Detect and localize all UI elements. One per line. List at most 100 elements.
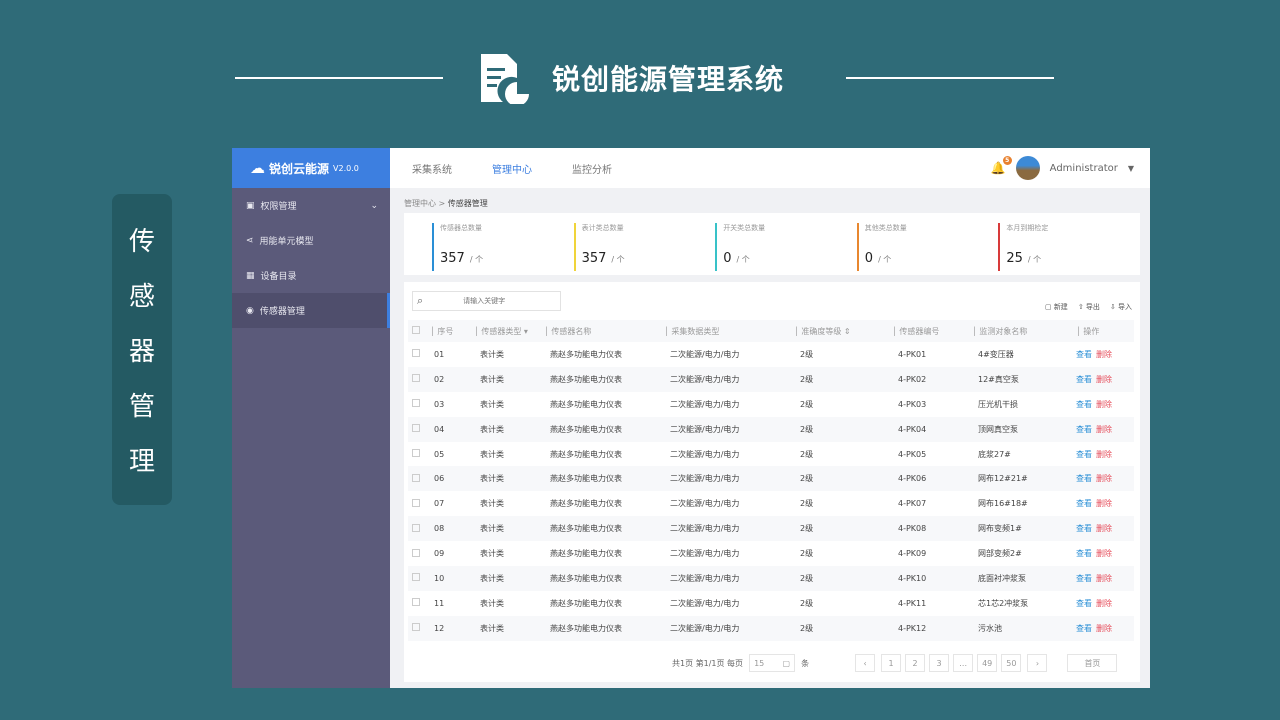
page-button[interactable]: 3 xyxy=(929,654,950,672)
tab[interactable]: 监控分析 xyxy=(572,164,612,176)
column-header[interactable]: │ 准确度等级 ⇕ xyxy=(794,320,892,342)
page-button[interactable]: 49 xyxy=(977,654,998,672)
user-name[interactable]: Administrator xyxy=(1049,162,1118,174)
table-cell: 11 xyxy=(434,598,445,608)
bell-icon[interactable]: 🔔 5 xyxy=(991,156,1012,175)
table-cell: 压光机干损 xyxy=(978,399,1018,409)
page-button[interactable]: 50 xyxy=(1001,654,1022,672)
row-checkbox[interactable] xyxy=(412,449,420,457)
table-cell: 4-PK02 xyxy=(892,366,972,392)
delete-link[interactable]: 删除 xyxy=(1096,449,1112,459)
table-row: 08 表计类 燕赵多功能电力仪表 二次能源/电力/电力 2级 4-PK08 网布变频1# 查看… xyxy=(408,516,1134,542)
column-header[interactable]: │ 传感器类型 ▾ xyxy=(474,320,544,342)
table-cell: 燕赵多功能电力仪表 xyxy=(550,499,622,509)
row-checkbox[interactable] xyxy=(412,623,420,632)
topbar: 采集系统 管理中心 监控分析 🔔 5 Administrator ▼ xyxy=(390,148,1150,188)
table-cell: 芯1芯2冲浆泵 xyxy=(978,598,1029,608)
view-link[interactable]: 查看 xyxy=(1076,474,1092,484)
list-icon: ▦ xyxy=(246,270,255,281)
row-checkbox[interactable] xyxy=(412,399,420,408)
avatar[interactable] xyxy=(1015,156,1040,180)
row-checkbox[interactable] xyxy=(412,349,420,358)
view-link[interactable]: 查看 xyxy=(1076,449,1092,459)
table-cell: 2级 xyxy=(794,416,892,442)
chevron-down-icon[interactable]: ⌄ xyxy=(370,200,378,211)
new-button[interactable]: ▢ 新建 xyxy=(1044,303,1068,311)
table-cell: 燕赵多功能电力仪表 xyxy=(550,349,622,359)
row-checkbox[interactable] xyxy=(412,424,420,433)
row-checkbox[interactable] xyxy=(412,548,420,557)
caret-down-icon[interactable]: ▼ xyxy=(1127,163,1134,173)
view-link[interactable]: 查看 xyxy=(1076,573,1092,583)
delete-link[interactable]: 删除 xyxy=(1096,474,1112,484)
sidebar-item[interactable]: ▣ 权限管理 ⌄ xyxy=(246,200,378,213)
sidebar-item[interactable]: ◉ 传感器管理 xyxy=(232,293,390,328)
delete-link[interactable]: 删除 xyxy=(1096,374,1112,384)
table-cell: 燕赵多功能电力仪表 xyxy=(550,449,622,459)
view-link[interactable]: 查看 xyxy=(1076,424,1092,434)
table-cell: 08 xyxy=(430,516,474,542)
view-link[interactable]: 查看 xyxy=(1076,374,1092,384)
column-header: │ 采集数据类型 xyxy=(664,320,794,342)
table-cell: 4-PK05 xyxy=(898,449,927,459)
page-button[interactable]: 2 xyxy=(905,654,926,672)
search-input[interactable] xyxy=(463,297,554,305)
column-header: │ 监测对象名称 xyxy=(972,320,1076,342)
row-checkbox[interactable] xyxy=(412,598,420,607)
sidebar-item[interactable]: ▦ 设备目录 xyxy=(246,270,297,283)
view-link[interactable]: 查看 xyxy=(1076,499,1092,509)
delete-link[interactable]: 删除 xyxy=(1096,499,1112,509)
table-row: 10 表计类 燕赵多功能电力仪表 二次能源/电力/电力 2级 4-PK10 底面衬冲浆泵 查看… xyxy=(408,566,1134,591)
table-cell: 表计类 xyxy=(474,566,544,591)
row-checkbox[interactable] xyxy=(412,523,420,532)
table-cell: 表计类 xyxy=(474,416,544,442)
table-cell: 底浆27# xyxy=(978,449,1011,459)
share-nodes-icon: ⋖ xyxy=(246,235,254,246)
view-link[interactable]: 查看 xyxy=(1076,524,1092,534)
delete-link[interactable]: 删除 xyxy=(1096,598,1112,608)
tab[interactable]: 采集系统 xyxy=(412,164,452,176)
row-checkbox[interactable] xyxy=(412,473,420,482)
view-link[interactable]: 查看 xyxy=(1076,349,1092,359)
sidebar-item[interactable]: ⋖ 用能单元模型 xyxy=(246,235,314,248)
tab[interactable]: 管理中心 xyxy=(492,164,532,176)
side-label-char: 感 xyxy=(128,282,155,312)
delete-link[interactable]: 删除 xyxy=(1096,549,1112,559)
page-size-select[interactable]: 15 ▢ xyxy=(749,654,796,672)
delete-link[interactable]: 删除 xyxy=(1096,424,1112,434)
page-button[interactable]: 1 xyxy=(881,654,902,672)
prev-page-button[interactable]: ‹ xyxy=(855,654,876,672)
table-cell: 表计类 xyxy=(474,615,544,641)
delete-link[interactable]: 删除 xyxy=(1096,573,1112,583)
select-all-checkbox[interactable] xyxy=(412,326,420,334)
delete-link[interactable]: 删除 xyxy=(1096,623,1112,633)
row-checkbox[interactable] xyxy=(412,498,420,507)
delete-link[interactable]: 删除 xyxy=(1096,399,1112,409)
page-button: … xyxy=(953,654,974,672)
next-page-button[interactable]: › xyxy=(1027,654,1048,672)
view-link[interactable]: 查看 xyxy=(1076,549,1092,559)
view-link[interactable]: 查看 xyxy=(1076,623,1092,633)
search-box[interactable]: ⌕ xyxy=(412,291,561,311)
table-cell: 污水池 xyxy=(972,615,1076,641)
delete-link[interactable]: 删除 xyxy=(1096,524,1112,534)
row-checkbox[interactable] xyxy=(412,573,420,582)
table-cell: 网布12#21# xyxy=(972,466,1076,492)
first-page-button[interactable]: 首页 xyxy=(1067,654,1118,672)
delete-link[interactable]: 删除 xyxy=(1096,349,1112,359)
import-button[interactable]: ⇩ 导入 xyxy=(1109,303,1132,311)
table-cell: 燕赵多功能电力仪表 xyxy=(550,399,622,409)
table-row: 12 表计类 燕赵多功能电力仪表 二次能源/电力/电力 2级 4-PK12 污水池 查看 删除 xyxy=(408,615,1134,641)
table-row: 11 表计类 燕赵多功能电力仪表 二次能源/电力/电力 2级 4-PK11 芯1芯2冲浆泵 查… xyxy=(408,591,1134,616)
table-cell: 二次能源/电力/电力 xyxy=(670,598,740,608)
row-checkbox[interactable] xyxy=(412,374,420,383)
export-button[interactable]: ⇧ 导出 xyxy=(1077,303,1100,311)
table-cell: 二次能源/电力/电力 xyxy=(670,449,740,459)
table-cell: 07 xyxy=(434,499,445,509)
table-cell: 燕赵多功能电力仪表 xyxy=(544,516,664,542)
view-link[interactable]: 查看 xyxy=(1076,399,1092,409)
table-cell: 燕赵多功能电力仪表 xyxy=(544,416,664,442)
table-cell: 网部变频2# xyxy=(978,549,1022,559)
table-row: 01 表计类 燕赵多功能电力仪表 二次能源/电力/电力 2级 4-PK01 4#变压器 查看删… xyxy=(408,342,1134,367)
view-link[interactable]: 查看 xyxy=(1076,598,1092,608)
